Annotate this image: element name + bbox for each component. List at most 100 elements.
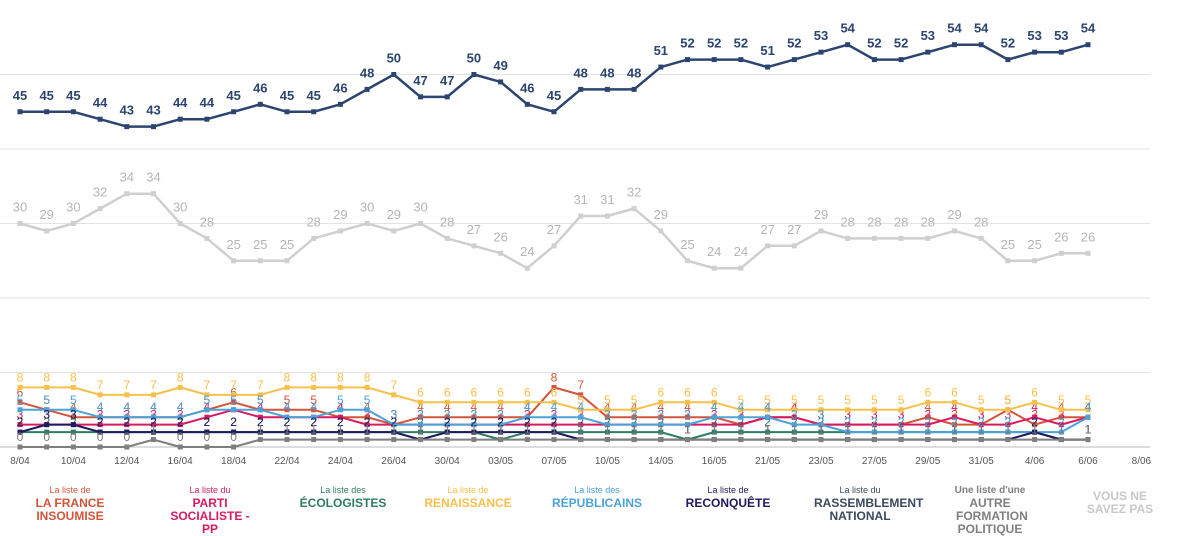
legend-entry: Une liste d'une AUTRE FORMATION POLITIQUE	[926, 484, 1054, 536]
data-label: 29	[387, 207, 401, 222]
data-label: 3	[844, 408, 851, 422]
data-label: 5	[70, 393, 77, 407]
point-marker	[738, 407, 744, 413]
point-marker	[631, 206, 637, 212]
point-marker	[444, 437, 450, 443]
data-label: 5	[1085, 393, 1092, 407]
point-marker	[391, 392, 397, 398]
point-marker	[444, 414, 450, 420]
point-marker	[658, 422, 664, 428]
data-label: 4	[711, 400, 718, 414]
point-marker	[364, 422, 370, 428]
point-marker	[604, 429, 610, 435]
point-marker	[17, 422, 23, 428]
point-marker	[498, 437, 504, 443]
point-marker	[284, 109, 290, 115]
data-label: 2	[1058, 415, 1065, 429]
data-label: 5	[230, 393, 237, 407]
data-label: 2	[70, 415, 77, 429]
data-label: 6	[497, 385, 504, 399]
point-marker	[444, 94, 450, 100]
point-marker	[311, 437, 317, 443]
data-label: 1	[818, 423, 825, 437]
point-marker	[231, 444, 237, 450]
point-marker	[337, 437, 343, 443]
data-label: 1	[1058, 423, 1065, 437]
data-label: 1	[978, 423, 985, 437]
point-marker	[952, 228, 957, 234]
data-label: 2	[444, 415, 451, 429]
point-marker	[578, 429, 584, 435]
x-tick-label: 10/05	[595, 456, 620, 467]
legend-prefix: La liste du	[189, 485, 231, 495]
data-label: 27	[787, 222, 801, 237]
point-marker	[97, 444, 103, 450]
point-marker	[524, 422, 530, 428]
data-label: 52	[894, 36, 908, 51]
data-label: 3	[17, 408, 24, 422]
point-marker	[337, 429, 343, 435]
data-label: 1	[1058, 423, 1065, 437]
data-label: 4	[631, 400, 638, 414]
data-label: 2	[924, 415, 931, 429]
data-label: 3	[898, 408, 905, 422]
data-label: 3	[524, 408, 531, 422]
data-label: 4	[97, 400, 104, 414]
point-marker	[151, 429, 156, 435]
data-label: 4	[577, 400, 584, 414]
data-label: 2	[524, 415, 531, 429]
point-marker	[818, 228, 824, 234]
point-marker	[604, 407, 610, 413]
data-label: 46	[520, 80, 534, 95]
point-marker	[524, 414, 530, 420]
legend-entry: VOUS NE SAVEZ PAS	[1056, 490, 1177, 516]
point-marker	[311, 384, 317, 390]
point-marker	[364, 437, 370, 443]
data-label: 1	[1058, 423, 1065, 437]
point-marker	[898, 429, 904, 435]
point-marker	[70, 444, 76, 450]
data-label: 5	[577, 393, 584, 407]
data-label: 6	[924, 385, 931, 399]
data-label: 5	[1005, 393, 1012, 407]
data-label: 29	[947, 207, 961, 222]
data-label: 3	[657, 408, 664, 422]
point-marker	[231, 407, 237, 413]
data-label: 5	[204, 393, 211, 407]
point-marker	[124, 414, 130, 420]
point-marker	[551, 399, 557, 405]
point-marker	[257, 414, 263, 420]
data-label: 3	[871, 408, 878, 422]
point-marker	[444, 235, 450, 241]
point-marker	[311, 429, 317, 435]
point-marker	[871, 429, 877, 435]
point-marker	[17, 429, 23, 435]
point-marker	[738, 265, 744, 271]
data-label: 5	[978, 393, 985, 407]
point-marker	[471, 72, 477, 77]
data-label: 28	[894, 214, 908, 229]
point-marker	[818, 429, 824, 435]
data-label: 4	[1085, 400, 1092, 414]
point-marker	[524, 437, 530, 443]
point-marker	[1032, 437, 1038, 443]
point-marker	[658, 437, 664, 443]
data-label: 29	[333, 207, 347, 222]
data-label: 3	[604, 408, 611, 422]
data-label: 4	[764, 400, 771, 414]
data-label: 2	[444, 415, 451, 429]
data-label: 1	[764, 423, 771, 437]
data-label: 2	[898, 415, 905, 429]
point-marker	[1032, 422, 1038, 428]
data-label: 2	[871, 415, 878, 429]
data-label: 28	[200, 214, 214, 229]
data-label: 1	[551, 423, 558, 437]
data-label: 6	[684, 385, 691, 399]
data-label: 3	[898, 408, 905, 422]
data-label: 2	[310, 415, 317, 429]
data-label: 3	[471, 408, 478, 422]
data-label: 4	[364, 400, 371, 414]
point-marker	[685, 57, 690, 63]
data-label: 1	[631, 423, 638, 437]
data-label: 4	[417, 400, 424, 414]
